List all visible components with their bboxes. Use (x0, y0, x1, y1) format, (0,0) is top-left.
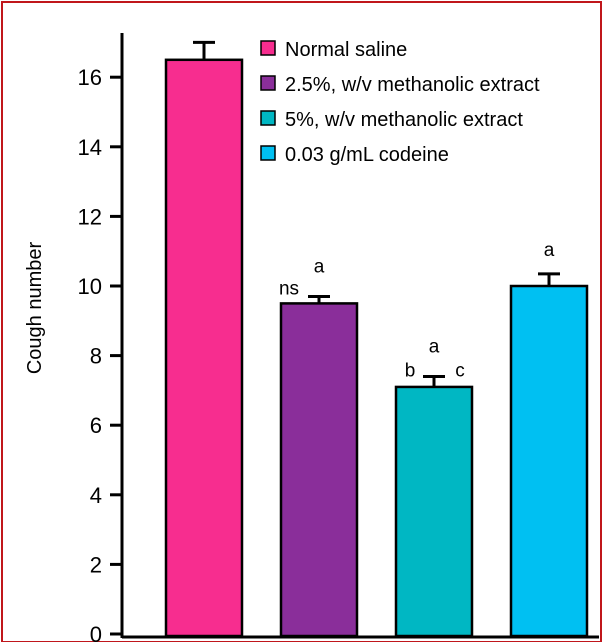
annotation-bar2-ns: ns (279, 278, 299, 299)
bars (164, 58, 589, 638)
y-tick-label-10: 10 (78, 274, 102, 299)
y-tick-label-14: 14 (78, 135, 102, 160)
bar-2 (279, 302, 359, 638)
annotation-bar2-a: a (314, 256, 325, 277)
legend: Normal saline 2.5%, w/v methanolic extrac… (260, 39, 540, 166)
bar-3 (394, 385, 474, 638)
annotation-bar3-a: a (429, 336, 440, 357)
y-tick-label-6: 6 (90, 413, 102, 438)
legend-label-4: 0.03 g/mL codeine (285, 144, 449, 166)
y-tick-label-12: 12 (78, 204, 102, 229)
legend-swatch-4 (260, 145, 276, 161)
y-tick-label-4: 4 (90, 483, 102, 508)
bar-1 (164, 58, 244, 638)
y-tick-label-16: 16 (78, 65, 102, 90)
error-bars (193, 40, 560, 387)
legend-swatch-3 (260, 110, 276, 126)
legend-label-1: Normal saline (285, 39, 407, 61)
annotation-bar4-a: a (544, 240, 555, 261)
legend-swatch-1 (260, 40, 276, 56)
legend-swatch-2 (260, 75, 276, 91)
bar-4 (509, 284, 589, 638)
axes: 0 2 4 6 8 10 12 14 16 (78, 33, 599, 642)
y-tick-label-2: 2 (90, 552, 102, 577)
y-tick-label-0: 0 (90, 622, 102, 642)
y-tick-label-8: 8 (90, 344, 102, 369)
legend-label-3: 5%, w/v methanolic extract (285, 109, 523, 131)
annotation-bar3-b: b (405, 360, 416, 381)
annotation-bar3-c: c (455, 360, 465, 381)
legend-label-2: 2.5%, w/v methanolic extract (285, 74, 540, 96)
y-axis-label: Cough number (24, 242, 46, 375)
